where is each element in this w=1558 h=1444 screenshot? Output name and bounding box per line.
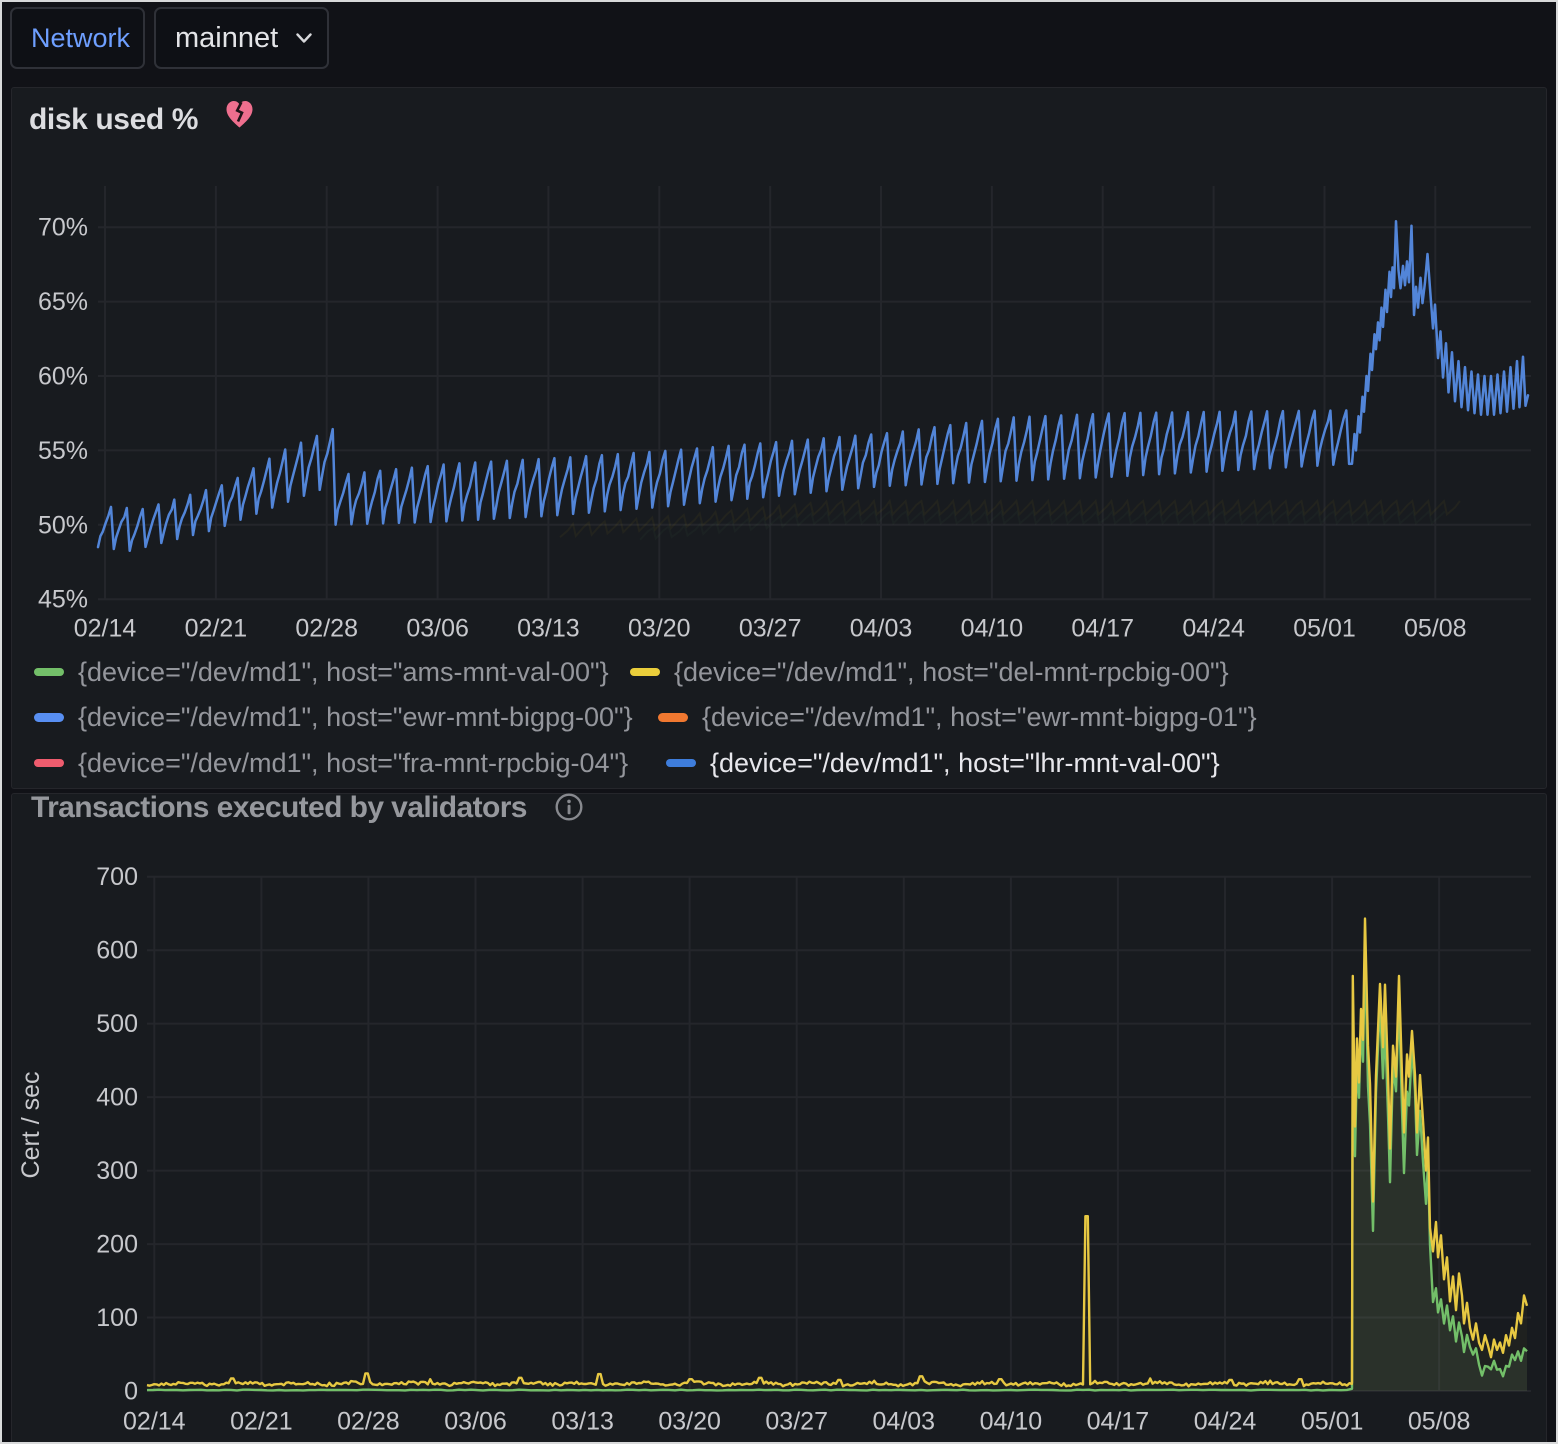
svg-text:05/08: 05/08 <box>1404 615 1467 643</box>
svg-text:04/17: 04/17 <box>1071 615 1134 643</box>
svg-text:45%: 45% <box>38 586 88 614</box>
svg-text:200: 200 <box>96 1231 138 1259</box>
svg-text:05/01: 05/01 <box>1301 1408 1364 1436</box>
svg-text:03/13: 03/13 <box>551 1408 614 1436</box>
svg-text:Cert / sec: Cert / sec <box>17 1072 45 1179</box>
svg-text:02/21: 02/21 <box>230 1408 293 1436</box>
svg-text:04/24: 04/24 <box>1194 1408 1257 1436</box>
svg-text:05/08: 05/08 <box>1408 1408 1471 1436</box>
svg-text:65%: 65% <box>38 288 88 316</box>
svg-text:500: 500 <box>96 1010 138 1038</box>
svg-text:03/20: 03/20 <box>628 615 691 643</box>
svg-text:400: 400 <box>96 1084 138 1112</box>
svg-text:50%: 50% <box>38 511 88 539</box>
svg-text:70%: 70% <box>38 214 88 242</box>
svg-text:60%: 60% <box>38 363 88 391</box>
svg-text:700: 700 <box>96 863 138 891</box>
svg-text:02/21: 02/21 <box>185 615 248 643</box>
svg-text:300: 300 <box>96 1157 138 1185</box>
svg-text:600: 600 <box>96 937 138 965</box>
svg-text:02/14: 02/14 <box>74 615 137 643</box>
svg-text:03/06: 03/06 <box>406 615 469 643</box>
svg-text:05/01: 05/01 <box>1293 615 1356 643</box>
svg-text:02/28: 02/28 <box>295 615 358 643</box>
svg-text:04/03: 04/03 <box>873 1408 936 1436</box>
svg-text:02/28: 02/28 <box>337 1408 400 1436</box>
svg-text:02/14: 02/14 <box>123 1408 186 1436</box>
svg-text:04/10: 04/10 <box>961 615 1024 643</box>
svg-text:03/27: 03/27 <box>765 1408 828 1436</box>
svg-text:03/06: 03/06 <box>444 1408 507 1436</box>
svg-text:04/03: 04/03 <box>850 615 913 643</box>
svg-text:0: 0 <box>124 1378 138 1406</box>
svg-text:04/24: 04/24 <box>1182 615 1245 643</box>
svg-text:100: 100 <box>96 1304 138 1332</box>
svg-text:04/10: 04/10 <box>980 1408 1043 1436</box>
svg-text:04/17: 04/17 <box>1087 1408 1150 1436</box>
svg-text:55%: 55% <box>38 437 88 465</box>
svg-text:03/27: 03/27 <box>739 615 802 643</box>
svg-text:03/20: 03/20 <box>658 1408 721 1436</box>
svg-text:03/13: 03/13 <box>517 615 580 643</box>
